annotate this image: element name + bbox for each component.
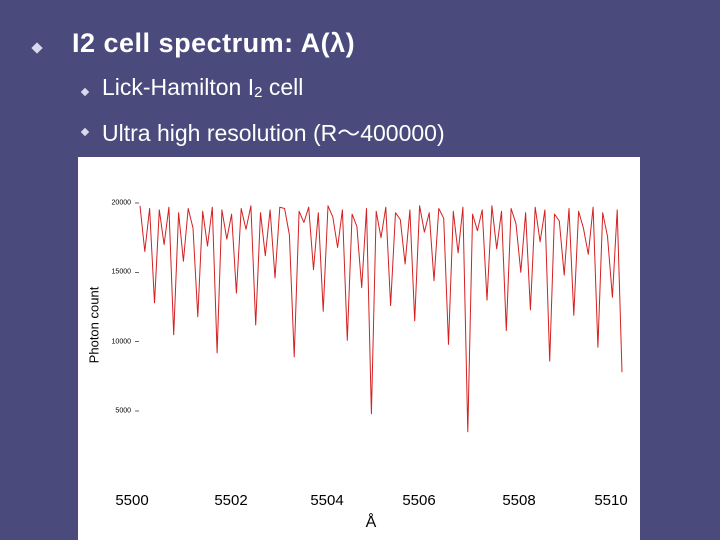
chart-plot-area: [78, 157, 640, 487]
y-tick-label: 10000: [111, 338, 131, 346]
x-tick-label: 5504: [310, 492, 344, 509]
chart-axis-area: [78, 487, 640, 540]
x-tick-label: 5500: [115, 492, 149, 509]
bullet-text: Lick-Hamilton I: [102, 74, 255, 100]
x-tick-label: 5502: [214, 492, 248, 509]
y-tick-label: 15000: [111, 268, 131, 276]
x-tick-label: 5508: [502, 492, 536, 509]
page-title: I2 cell spectrum: A(λ): [72, 28, 356, 58]
bullet-text-end: cell: [262, 74, 304, 100]
y-tick-label: 20000: [111, 199, 131, 207]
bullet-subscript: 2: [254, 84, 263, 101]
x-tick-label: 5506: [402, 492, 436, 509]
y-tick-label: 5000: [115, 407, 131, 415]
x-axis-label: Å: [365, 514, 377, 531]
y-axis-label: Photon count: [86, 286, 102, 364]
x-tick-label: 5510: [594, 492, 628, 509]
bullet-item: Lick-Hamilton I2 cell: [102, 74, 303, 101]
series-line: [139, 205, 623, 433]
bullet-item: Ultra high resolution (R～400000): [102, 120, 445, 146]
